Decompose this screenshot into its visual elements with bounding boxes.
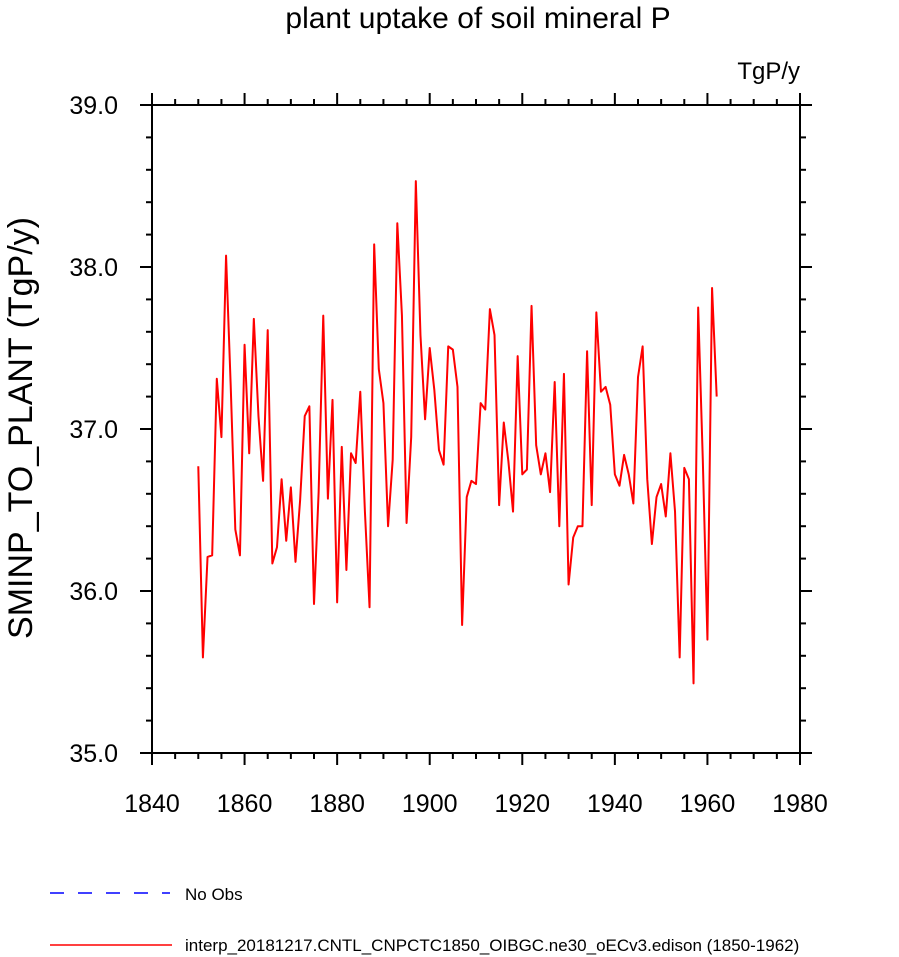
- x-tick-label: 1880: [309, 790, 365, 818]
- x-tick-label: 1980: [772, 790, 828, 818]
- series-line: [197, 180, 718, 685]
- x-tick-label: 1900: [402, 790, 458, 818]
- chart-title: plant uptake of soil mineral P: [285, 2, 670, 35]
- y-tick-label: 38.0: [69, 254, 118, 282]
- legend-label-model: interp_20181217.CNTL_CNPCTC1850_OIBGC.ne…: [185, 936, 799, 955]
- y-tick-label: 36.0: [69, 578, 118, 606]
- x-tick-label: 1940: [587, 790, 643, 818]
- y-tick-label: 39.0: [69, 92, 118, 120]
- units-label: TgP/y: [737, 58, 800, 85]
- x-tick-label: 1960: [680, 790, 736, 818]
- legend-label-no-obs: No Obs: [185, 885, 243, 904]
- plot-frame: [151, 104, 801, 754]
- axis-tick-labels: 1840 1860 1880 1900 1920 1940 1960 1980 35.0 36.0…: [69, 92, 827, 818]
- y-tick-label: 35.0: [69, 740, 118, 768]
- x-tick-label: 1840: [124, 790, 180, 818]
- y-axis-label: SMINP_TO_PLANT (TgP/y): [2, 217, 40, 639]
- y-tick-label: 37.0: [69, 416, 118, 444]
- x-tick-label: 1920: [494, 790, 550, 818]
- x-tick-label: 1860: [217, 790, 273, 818]
